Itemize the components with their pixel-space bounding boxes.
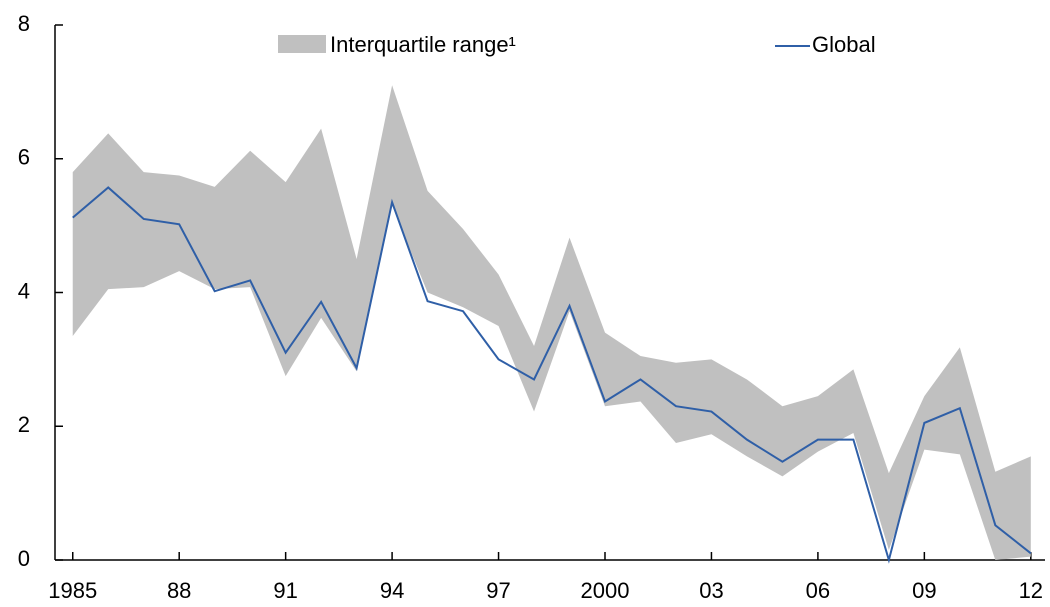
x-tick-label: 06 xyxy=(806,578,830,603)
x-tick-label: 94 xyxy=(380,578,404,603)
x-tick-label: 2000 xyxy=(581,578,630,603)
y-tick-label: 4 xyxy=(18,278,30,303)
x-tick-label: 1985 xyxy=(48,578,97,603)
x-tick-label: 97 xyxy=(486,578,510,603)
legend-swatch xyxy=(278,35,326,53)
x-tick-label: 09 xyxy=(912,578,936,603)
legend-label: Global xyxy=(812,32,876,57)
y-tick-label: 0 xyxy=(18,546,30,571)
global-line xyxy=(72,186,1032,564)
x-tick-label: 88 xyxy=(167,578,191,603)
x-tick-label: 03 xyxy=(699,578,723,603)
y-tick-label: 8 xyxy=(18,11,30,36)
y-tick-label: 2 xyxy=(18,412,30,437)
y-tick-label: 6 xyxy=(18,145,30,170)
legend-label: Interquartile range¹ xyxy=(330,32,516,57)
x-tick-label: 91 xyxy=(273,578,297,603)
iqr-band xyxy=(72,85,1031,560)
x-tick-label: 12 xyxy=(1019,578,1043,603)
